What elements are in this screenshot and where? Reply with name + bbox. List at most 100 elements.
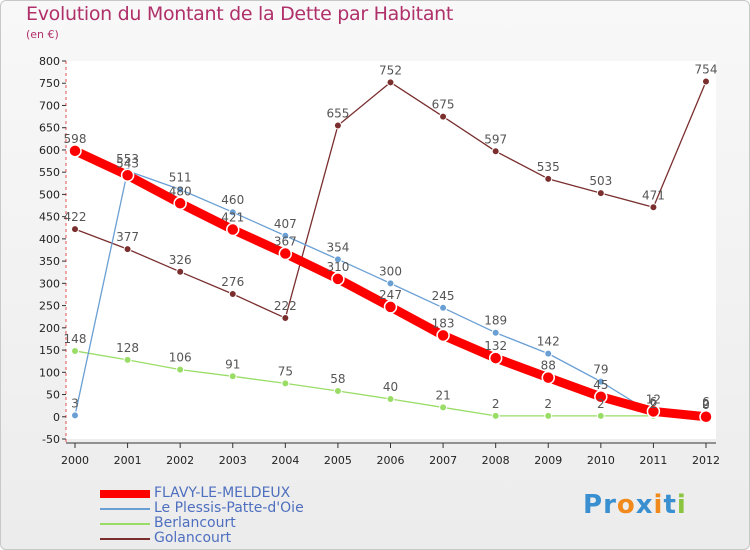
legend-swatch-berlancourt bbox=[100, 523, 150, 525]
data-label-golancourt: 503 bbox=[589, 174, 612, 188]
logo-letter: r bbox=[603, 490, 617, 520]
data-point-flavy bbox=[699, 410, 713, 424]
data-label-berlancourt: 148 bbox=[64, 332, 87, 346]
data-label-flavy: 12 bbox=[646, 392, 661, 406]
x-tick-label: 2006 bbox=[377, 454, 405, 467]
data-label-golancourt: 655 bbox=[326, 106, 349, 120]
x-tick-label: 2010 bbox=[587, 454, 615, 467]
data-point-flavy bbox=[594, 390, 608, 404]
y-tick-label: 400 bbox=[39, 233, 60, 246]
data-label-flavy: 598 bbox=[64, 132, 87, 146]
data-label-berlancourt: 2 bbox=[702, 397, 710, 411]
data-label-plessis: 553 bbox=[116, 152, 139, 166]
data-point-golancourt bbox=[702, 77, 710, 86]
data-point-berlancourt bbox=[596, 411, 605, 420]
data-point-golancourt bbox=[123, 245, 132, 254]
data-label-berlancourt: 2 bbox=[492, 397, 500, 411]
data-label-golancourt: 326 bbox=[169, 253, 192, 267]
data-point-berlancourt bbox=[281, 379, 290, 388]
x-tick-label: 2008 bbox=[482, 454, 510, 467]
data-label-golancourt: 535 bbox=[537, 160, 560, 174]
data-point-golancourt bbox=[649, 203, 658, 212]
legend-label-flavy: FLAVY-LE-MELDEUX bbox=[154, 485, 291, 501]
data-point-flavy bbox=[278, 246, 293, 261]
data-point-berlancourt bbox=[544, 411, 553, 420]
legend-label-berlancourt: Berlancourt bbox=[154, 515, 236, 531]
data-point-golancourt bbox=[333, 121, 342, 130]
proxiti-logo: Proxiti bbox=[583, 490, 687, 520]
data-point-flavy bbox=[383, 300, 398, 314]
y-tick-label: 300 bbox=[39, 277, 60, 290]
logo-letter: x bbox=[635, 490, 654, 520]
data-point-berlancourt bbox=[439, 403, 448, 412]
y-tick-label: 150 bbox=[39, 344, 60, 357]
legend-label-golancourt: Golancourt bbox=[154, 530, 232, 546]
logo-letter: t bbox=[663, 490, 677, 520]
data-point-golancourt bbox=[544, 174, 553, 183]
data-label-plessis: 6 bbox=[650, 395, 658, 409]
logo-letter: P bbox=[583, 490, 604, 520]
data-label-golancourt: 752 bbox=[379, 63, 402, 77]
logo-letter: i bbox=[653, 490, 664, 520]
y-tick-label: 600 bbox=[39, 144, 60, 157]
y-tick-label: 50 bbox=[46, 389, 60, 402]
data-point-flavy bbox=[173, 196, 187, 211]
data-point-berlancourt bbox=[123, 355, 132, 364]
data-point-flavy bbox=[646, 404, 661, 419]
data-point-golancourt bbox=[228, 290, 237, 299]
data-label-flavy: 88 bbox=[541, 359, 556, 373]
data-point-plessis bbox=[176, 185, 185, 194]
data-point-plessis bbox=[228, 208, 237, 217]
data-label-flavy: 183 bbox=[432, 316, 455, 330]
data-label-golancourt: 222 bbox=[274, 299, 297, 313]
data-label-golancourt: 675 bbox=[432, 98, 455, 112]
data-point-berlancourt bbox=[228, 372, 237, 381]
y-tick-label: 550 bbox=[39, 166, 60, 179]
data-point-golancourt bbox=[386, 78, 395, 87]
data-point-flavy bbox=[541, 370, 555, 385]
data-label-berlancourt: 91 bbox=[225, 357, 240, 371]
data-point-plessis bbox=[596, 377, 605, 386]
x-tick-label: 2001 bbox=[114, 454, 142, 467]
y-tick-label: 700 bbox=[39, 99, 60, 112]
data-point-berlancourt bbox=[176, 365, 185, 374]
y-tick-label: 450 bbox=[39, 211, 60, 224]
data-label-berlancourt: 2 bbox=[650, 397, 658, 411]
data-point-golancourt bbox=[176, 267, 185, 276]
logo-letter: o bbox=[616, 490, 636, 520]
data-point-plessis bbox=[71, 411, 79, 420]
data-label-flavy: 421 bbox=[221, 211, 244, 225]
data-label-plessis: 245 bbox=[432, 289, 455, 303]
x-tick-label: 2005 bbox=[324, 454, 352, 467]
data-label-berlancourt: 58 bbox=[330, 372, 345, 386]
data-label-golancourt: 754 bbox=[695, 62, 718, 76]
chart-title: Evolution du Montant de la Dette par Hab… bbox=[26, 3, 454, 25]
logo-letter: i bbox=[676, 490, 687, 520]
data-label-berlancourt: 40 bbox=[383, 380, 398, 394]
data-label-flavy: 0 bbox=[702, 398, 710, 412]
y-tick-label: 0 bbox=[53, 411, 60, 424]
data-point-golancourt bbox=[491, 147, 500, 156]
data-label-berlancourt: 106 bbox=[169, 351, 192, 365]
data-label-plessis: 142 bbox=[537, 335, 560, 349]
plot-area bbox=[66, 61, 716, 439]
data-label-golancourt: 422 bbox=[64, 210, 87, 224]
data-label-flavy: 367 bbox=[274, 235, 297, 249]
x-tick-label: 2002 bbox=[166, 454, 194, 467]
x-tick-label: 2007 bbox=[429, 454, 457, 467]
data-label-plessis: 460 bbox=[221, 193, 244, 207]
data-label-golancourt: 276 bbox=[221, 275, 244, 289]
data-point-berlancourt bbox=[386, 394, 395, 403]
y-tick-label: 800 bbox=[39, 55, 60, 68]
data-point-flavy bbox=[488, 351, 503, 365]
data-label-plessis: 3 bbox=[71, 396, 79, 410]
y-tick-label: 500 bbox=[39, 188, 60, 201]
data-label-plessis: 300 bbox=[379, 264, 402, 278]
legend-label-plessis: Le Plessis-Patte-d'Oie bbox=[154, 500, 304, 516]
data-label-plessis: 354 bbox=[326, 240, 349, 254]
data-point-flavy bbox=[68, 144, 82, 158]
y-tick-label: 750 bbox=[39, 77, 60, 90]
chart-unit-label: (en €) bbox=[26, 28, 59, 41]
data-label-flavy: 310 bbox=[326, 260, 349, 274]
legend-swatch-flavy bbox=[100, 490, 150, 498]
